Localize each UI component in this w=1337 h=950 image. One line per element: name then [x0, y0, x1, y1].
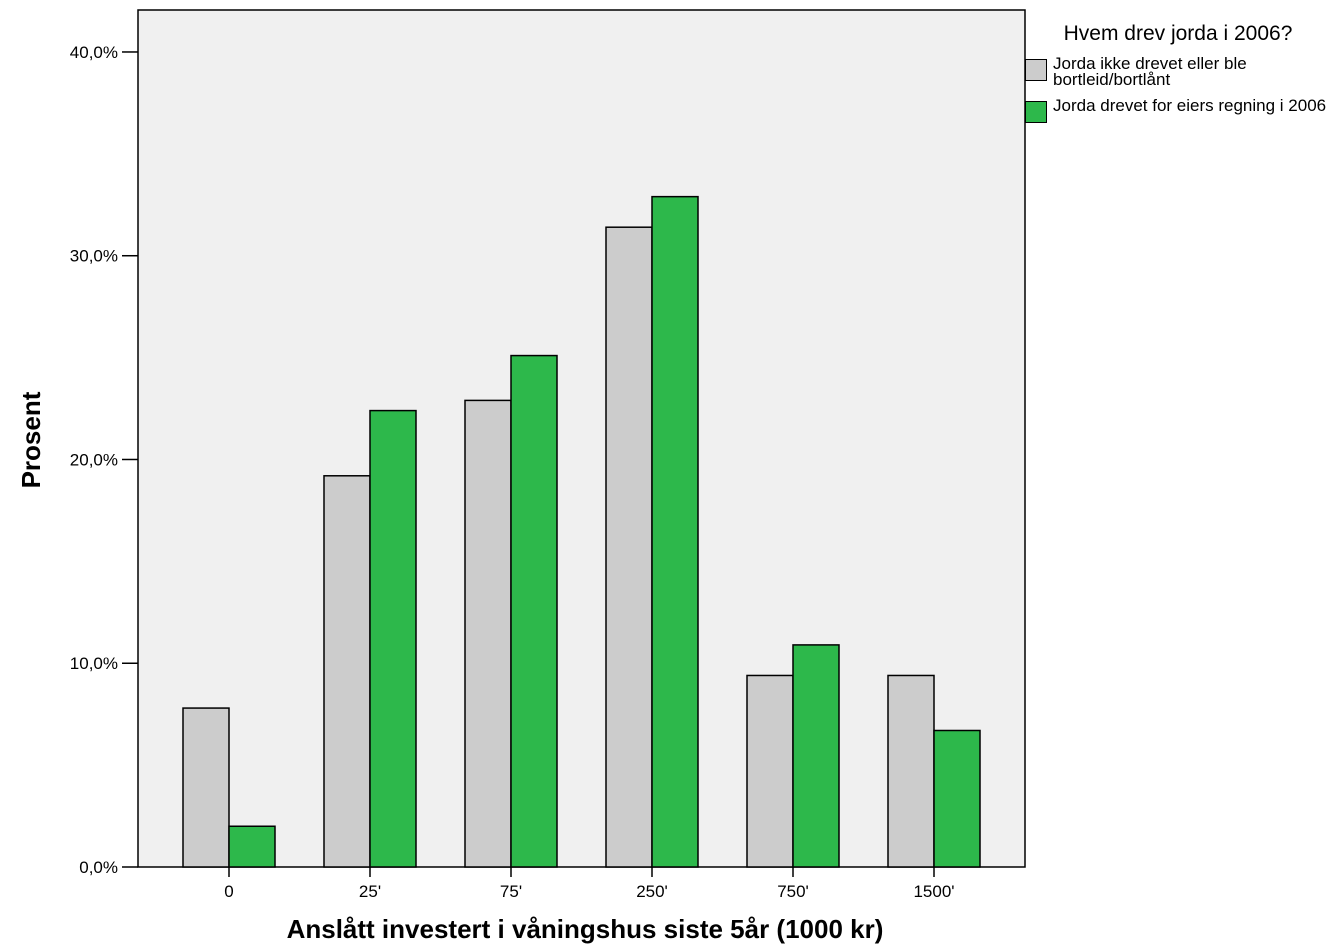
bar — [323, 475, 371, 868]
y-tick-label: 40,0% — [70, 43, 118, 62]
legend-item: Jorda drevet for eiers regning i 2006 — [1025, 96, 1337, 123]
bar — [933, 729, 981, 868]
legend-label: Jorda drevet for eiers regning i 2006 — [1053, 96, 1327, 115]
x-tick-label: 1500' — [913, 882, 954, 901]
legend-label: Jorda ikke drevet eller ble bortleid/bor… — [1053, 54, 1247, 89]
x-tick-label: 250' — [636, 882, 668, 901]
y-axis-label: Prosent — [16, 391, 46, 488]
bar — [746, 674, 794, 868]
x-tick-label: 25' — [359, 882, 381, 901]
legend: Hvem drev jorda i 2006? Jorda ikke dreve… — [1025, 22, 1337, 123]
legend-title: Hvem drev jorda i 2006? — [1063, 22, 1293, 45]
bar — [887, 674, 935, 868]
y-tick-label: 20,0% — [70, 450, 118, 469]
y-tick-label: 30,0% — [70, 247, 118, 266]
x-tick-label: 75' — [500, 882, 522, 901]
x-tick-label: 0 — [224, 882, 233, 901]
bar — [605, 226, 653, 868]
plot-area — [137, 9, 1026, 868]
bar — [369, 409, 417, 868]
legend-swatch — [1025, 59, 1047, 81]
bar — [228, 825, 276, 868]
bar — [651, 195, 699, 868]
y-tick-label: 10,0% — [70, 654, 118, 673]
bar — [510, 354, 558, 868]
bar — [182, 707, 230, 868]
legend-swatch — [1025, 101, 1047, 123]
y-tick-label: 0,0% — [79, 858, 118, 877]
bar — [464, 399, 512, 868]
x-tick-label: 750' — [777, 882, 809, 901]
legend-item: Jorda ikke drevet eller ble bortleid/bor… — [1025, 54, 1337, 89]
x-axis-label: Anslått investert i våningshus siste 5år… — [287, 914, 884, 944]
bar — [792, 644, 840, 868]
